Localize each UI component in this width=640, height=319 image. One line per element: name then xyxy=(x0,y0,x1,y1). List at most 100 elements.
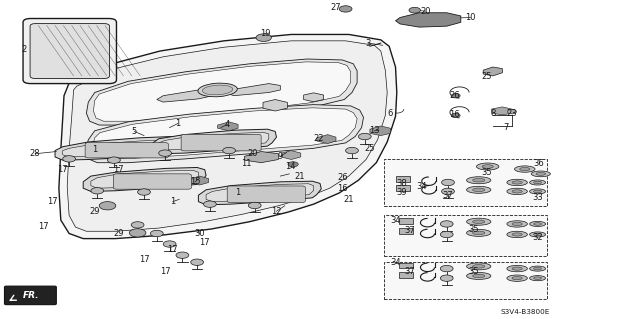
Polygon shape xyxy=(55,137,180,160)
Circle shape xyxy=(191,259,204,265)
Ellipse shape xyxy=(530,221,545,226)
Text: 15: 15 xyxy=(190,177,200,186)
Polygon shape xyxy=(218,122,238,131)
Text: 32: 32 xyxy=(532,233,543,242)
Text: 17: 17 xyxy=(47,197,58,206)
Ellipse shape xyxy=(507,221,527,227)
Polygon shape xyxy=(198,181,321,205)
Text: 29: 29 xyxy=(113,229,124,238)
Polygon shape xyxy=(189,176,209,185)
Polygon shape xyxy=(282,151,301,160)
Polygon shape xyxy=(151,129,276,154)
Polygon shape xyxy=(86,59,357,125)
Polygon shape xyxy=(159,132,269,150)
Text: 30: 30 xyxy=(195,229,205,238)
Polygon shape xyxy=(483,67,502,76)
Ellipse shape xyxy=(512,222,522,226)
Circle shape xyxy=(204,201,216,207)
Polygon shape xyxy=(244,152,278,163)
Text: 1: 1 xyxy=(175,119,180,128)
Circle shape xyxy=(248,202,261,209)
Ellipse shape xyxy=(507,188,527,195)
Text: 17: 17 xyxy=(38,222,49,231)
Ellipse shape xyxy=(507,179,527,186)
Polygon shape xyxy=(492,107,512,115)
Ellipse shape xyxy=(507,231,527,238)
Polygon shape xyxy=(396,176,410,182)
Ellipse shape xyxy=(473,231,485,234)
Circle shape xyxy=(339,6,352,12)
Circle shape xyxy=(358,133,371,140)
Text: 26: 26 xyxy=(449,91,460,100)
Ellipse shape xyxy=(512,181,522,184)
Text: 6: 6 xyxy=(388,109,393,118)
Circle shape xyxy=(63,156,76,162)
Circle shape xyxy=(442,188,454,195)
Polygon shape xyxy=(206,184,314,202)
Polygon shape xyxy=(86,105,364,163)
Text: 12: 12 xyxy=(271,207,282,216)
FancyBboxPatch shape xyxy=(4,286,56,305)
Ellipse shape xyxy=(467,263,491,270)
Circle shape xyxy=(176,252,189,258)
Ellipse shape xyxy=(476,163,499,170)
Text: 35: 35 xyxy=(468,267,479,276)
Text: 21: 21 xyxy=(344,195,354,204)
Circle shape xyxy=(91,188,104,194)
Circle shape xyxy=(163,241,176,247)
Text: 25: 25 xyxy=(481,72,492,81)
Text: 16: 16 xyxy=(449,110,460,119)
Text: 38: 38 xyxy=(396,179,406,188)
Text: 37: 37 xyxy=(404,226,415,235)
Text: 29: 29 xyxy=(90,207,100,216)
Circle shape xyxy=(508,109,516,114)
Text: 5: 5 xyxy=(132,127,137,136)
FancyBboxPatch shape xyxy=(181,134,261,151)
Ellipse shape xyxy=(512,277,522,280)
Text: 17: 17 xyxy=(58,165,68,174)
Circle shape xyxy=(99,202,116,210)
Text: 27: 27 xyxy=(331,4,341,12)
Text: 20: 20 xyxy=(420,7,431,16)
Polygon shape xyxy=(83,167,206,191)
Ellipse shape xyxy=(473,179,485,182)
Circle shape xyxy=(409,7,420,13)
Polygon shape xyxy=(399,263,413,268)
Circle shape xyxy=(346,147,358,154)
Ellipse shape xyxy=(512,267,522,270)
Text: 11: 11 xyxy=(241,159,252,168)
FancyBboxPatch shape xyxy=(113,174,191,189)
Bar xyxy=(384,215,547,256)
Ellipse shape xyxy=(530,276,545,281)
Polygon shape xyxy=(370,126,390,136)
Text: 25: 25 xyxy=(365,144,375,153)
Ellipse shape xyxy=(534,267,541,270)
Text: 23: 23 xyxy=(507,109,517,118)
FancyBboxPatch shape xyxy=(23,19,116,84)
Text: 7: 7 xyxy=(503,123,508,132)
Text: 36: 36 xyxy=(534,159,544,168)
Text: 13: 13 xyxy=(369,126,380,135)
Circle shape xyxy=(159,150,172,156)
Bar xyxy=(384,159,547,206)
Ellipse shape xyxy=(534,233,541,236)
Ellipse shape xyxy=(202,85,233,95)
Polygon shape xyxy=(92,108,357,159)
Polygon shape xyxy=(63,140,174,157)
Ellipse shape xyxy=(530,266,545,271)
Ellipse shape xyxy=(467,272,491,279)
Ellipse shape xyxy=(534,277,541,279)
Text: 1: 1 xyxy=(170,197,175,206)
Polygon shape xyxy=(227,84,280,96)
Polygon shape xyxy=(399,218,413,224)
Text: 35: 35 xyxy=(481,168,492,177)
Text: 19: 19 xyxy=(260,29,271,38)
Circle shape xyxy=(451,93,460,98)
Ellipse shape xyxy=(482,165,493,168)
Text: 17: 17 xyxy=(200,238,210,247)
Text: 34: 34 xyxy=(390,216,401,225)
Circle shape xyxy=(108,157,120,163)
Text: 37: 37 xyxy=(443,191,453,200)
Text: 9: 9 xyxy=(278,152,283,161)
Ellipse shape xyxy=(507,265,527,272)
